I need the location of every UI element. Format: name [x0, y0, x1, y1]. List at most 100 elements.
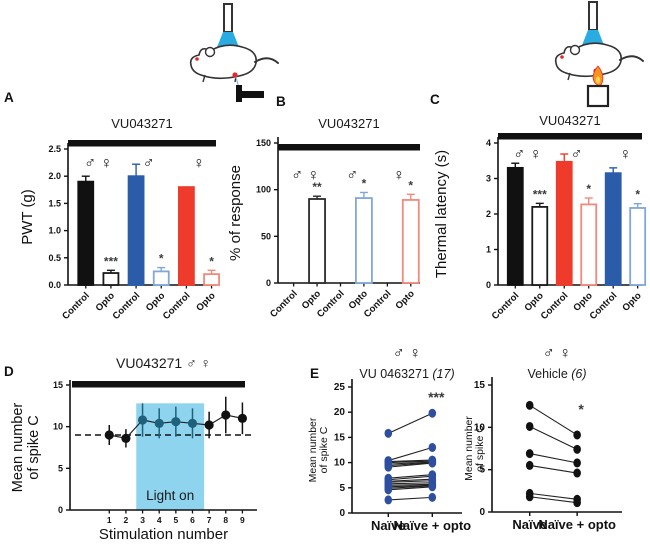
y-tick-label: 20 [334, 407, 346, 418]
panel-label-d: D [4, 364, 14, 379]
y-axis-label: Thermal latency (s) [433, 150, 450, 278]
data-point [428, 408, 437, 418]
data-point [104, 430, 114, 440]
bar [401, 199, 420, 284]
y-tick-label: 2.0 [48, 171, 61, 181]
panel-e-drug-paired-plot: ♂ ♀ VU 0463271 (17) 0 5 10 15 20 25 *** NaïveNaïv… [307, 345, 471, 533]
x-tick-label: 5 [173, 515, 178, 525]
bar [506, 166, 524, 286]
significance-stars: * [635, 188, 640, 202]
panel-label-c: C [430, 92, 440, 107]
bar [102, 272, 120, 286]
sex-symbol: ♂ ♀ [291, 167, 319, 184]
y-tick-label: 2 [486, 209, 491, 219]
y-tick-label: 100 [256, 185, 271, 195]
y-tick-label: 1.5 [48, 198, 61, 208]
treatment-bar [68, 140, 216, 147]
bar [308, 198, 326, 284]
x-category-label: Control [588, 290, 620, 322]
optogenetic-vonfrey-illustration [189, 3, 279, 102]
data-point [171, 417, 181, 427]
data-point [384, 495, 393, 505]
data-point [573, 468, 581, 478]
significance-stars: ** [312, 180, 322, 194]
light-on-label: Light on [146, 488, 194, 503]
x-category-label: Control [490, 290, 522, 322]
data-point [237, 413, 248, 423]
y-tick-label: 10 [53, 422, 63, 432]
x-category-label: Opto [194, 290, 218, 314]
x-category-label: Naïve [512, 517, 547, 532]
y-tick-label: 1.0 [48, 226, 61, 236]
significance-stars: * [209, 254, 214, 268]
bar [203, 273, 220, 286]
data-point [573, 498, 581, 508]
data-point [428, 458, 437, 468]
optic-fiber-icon [223, 3, 233, 33]
chart-title: VU043271 [111, 116, 172, 131]
y-tick-label: 15 [474, 380, 486, 391]
chart-title: Vehicle (6) [527, 367, 586, 381]
y-tick-label: 4 [486, 138, 491, 148]
data-point [525, 400, 534, 410]
data-point [384, 485, 393, 495]
x-tick-label: 3 [140, 515, 145, 525]
bar [177, 186, 195, 286]
sex-symbol: ♂ ♀ [513, 146, 541, 163]
y-tick-label: 15 [334, 432, 346, 443]
bar [604, 172, 622, 286]
significance-stars: * [159, 252, 164, 266]
x-category-label: Control [60, 290, 92, 322]
bar [629, 207, 647, 286]
x-category-label: Control [268, 288, 300, 320]
data-point [187, 418, 198, 428]
mouse-icon [189, 44, 279, 83]
data-point [525, 492, 534, 502]
data-point [428, 442, 437, 452]
y-axis-label: of spike C [318, 426, 330, 473]
x-category-label: Naïve [371, 518, 406, 533]
data-point [204, 420, 214, 430]
data-point [573, 444, 581, 454]
y-tick-label: 0 [486, 280, 491, 290]
y-axis-label: PWT (g) [19, 189, 36, 245]
data-point [573, 430, 581, 440]
chart-title: VU043271 [318, 116, 379, 131]
sex-symbol: ♀ [193, 155, 205, 172]
bar [152, 270, 170, 286]
y-tick-label: 2.5 [48, 144, 61, 154]
data-point [121, 433, 131, 443]
y-tick-label: 1 [486, 245, 491, 255]
y-tick-label: 15 [53, 380, 63, 390]
x-tick-label: 4 [157, 515, 162, 525]
y-tick-label: 10 [474, 422, 486, 433]
significance-stars: * [586, 182, 591, 196]
y-tick-label: 0.0 [48, 280, 61, 290]
sex-symbol: ♂ [570, 146, 582, 163]
sex-symbol: ♀ [619, 146, 631, 163]
sex-symbol: ♂ [143, 155, 155, 172]
x-category-label: Opto [393, 288, 417, 312]
significance-stars: * [362, 176, 367, 190]
bar [580, 203, 598, 286]
y-axis-label: % of response [227, 165, 244, 261]
treatment-bar [278, 144, 420, 151]
optogenetic-thermal-illustration [554, 1, 644, 108]
y-tick-label: 0 [58, 505, 63, 515]
sex-symbol: ♂ [346, 167, 358, 184]
treatment-bar [72, 381, 245, 388]
panel-label-b: B [276, 94, 286, 109]
x-category-label: Control [161, 290, 193, 322]
data-point [384, 462, 393, 472]
x-category-label: Naïve + opto [393, 518, 471, 533]
data-point [525, 460, 534, 470]
y-tick-label: 5 [479, 465, 485, 476]
data-point [221, 410, 231, 420]
significance-stars: * [578, 401, 584, 417]
y-tick-label: 25 [334, 382, 346, 393]
y-tick-label: 0 [266, 278, 271, 288]
sex-symbol: ♂ ♀ [393, 345, 421, 362]
